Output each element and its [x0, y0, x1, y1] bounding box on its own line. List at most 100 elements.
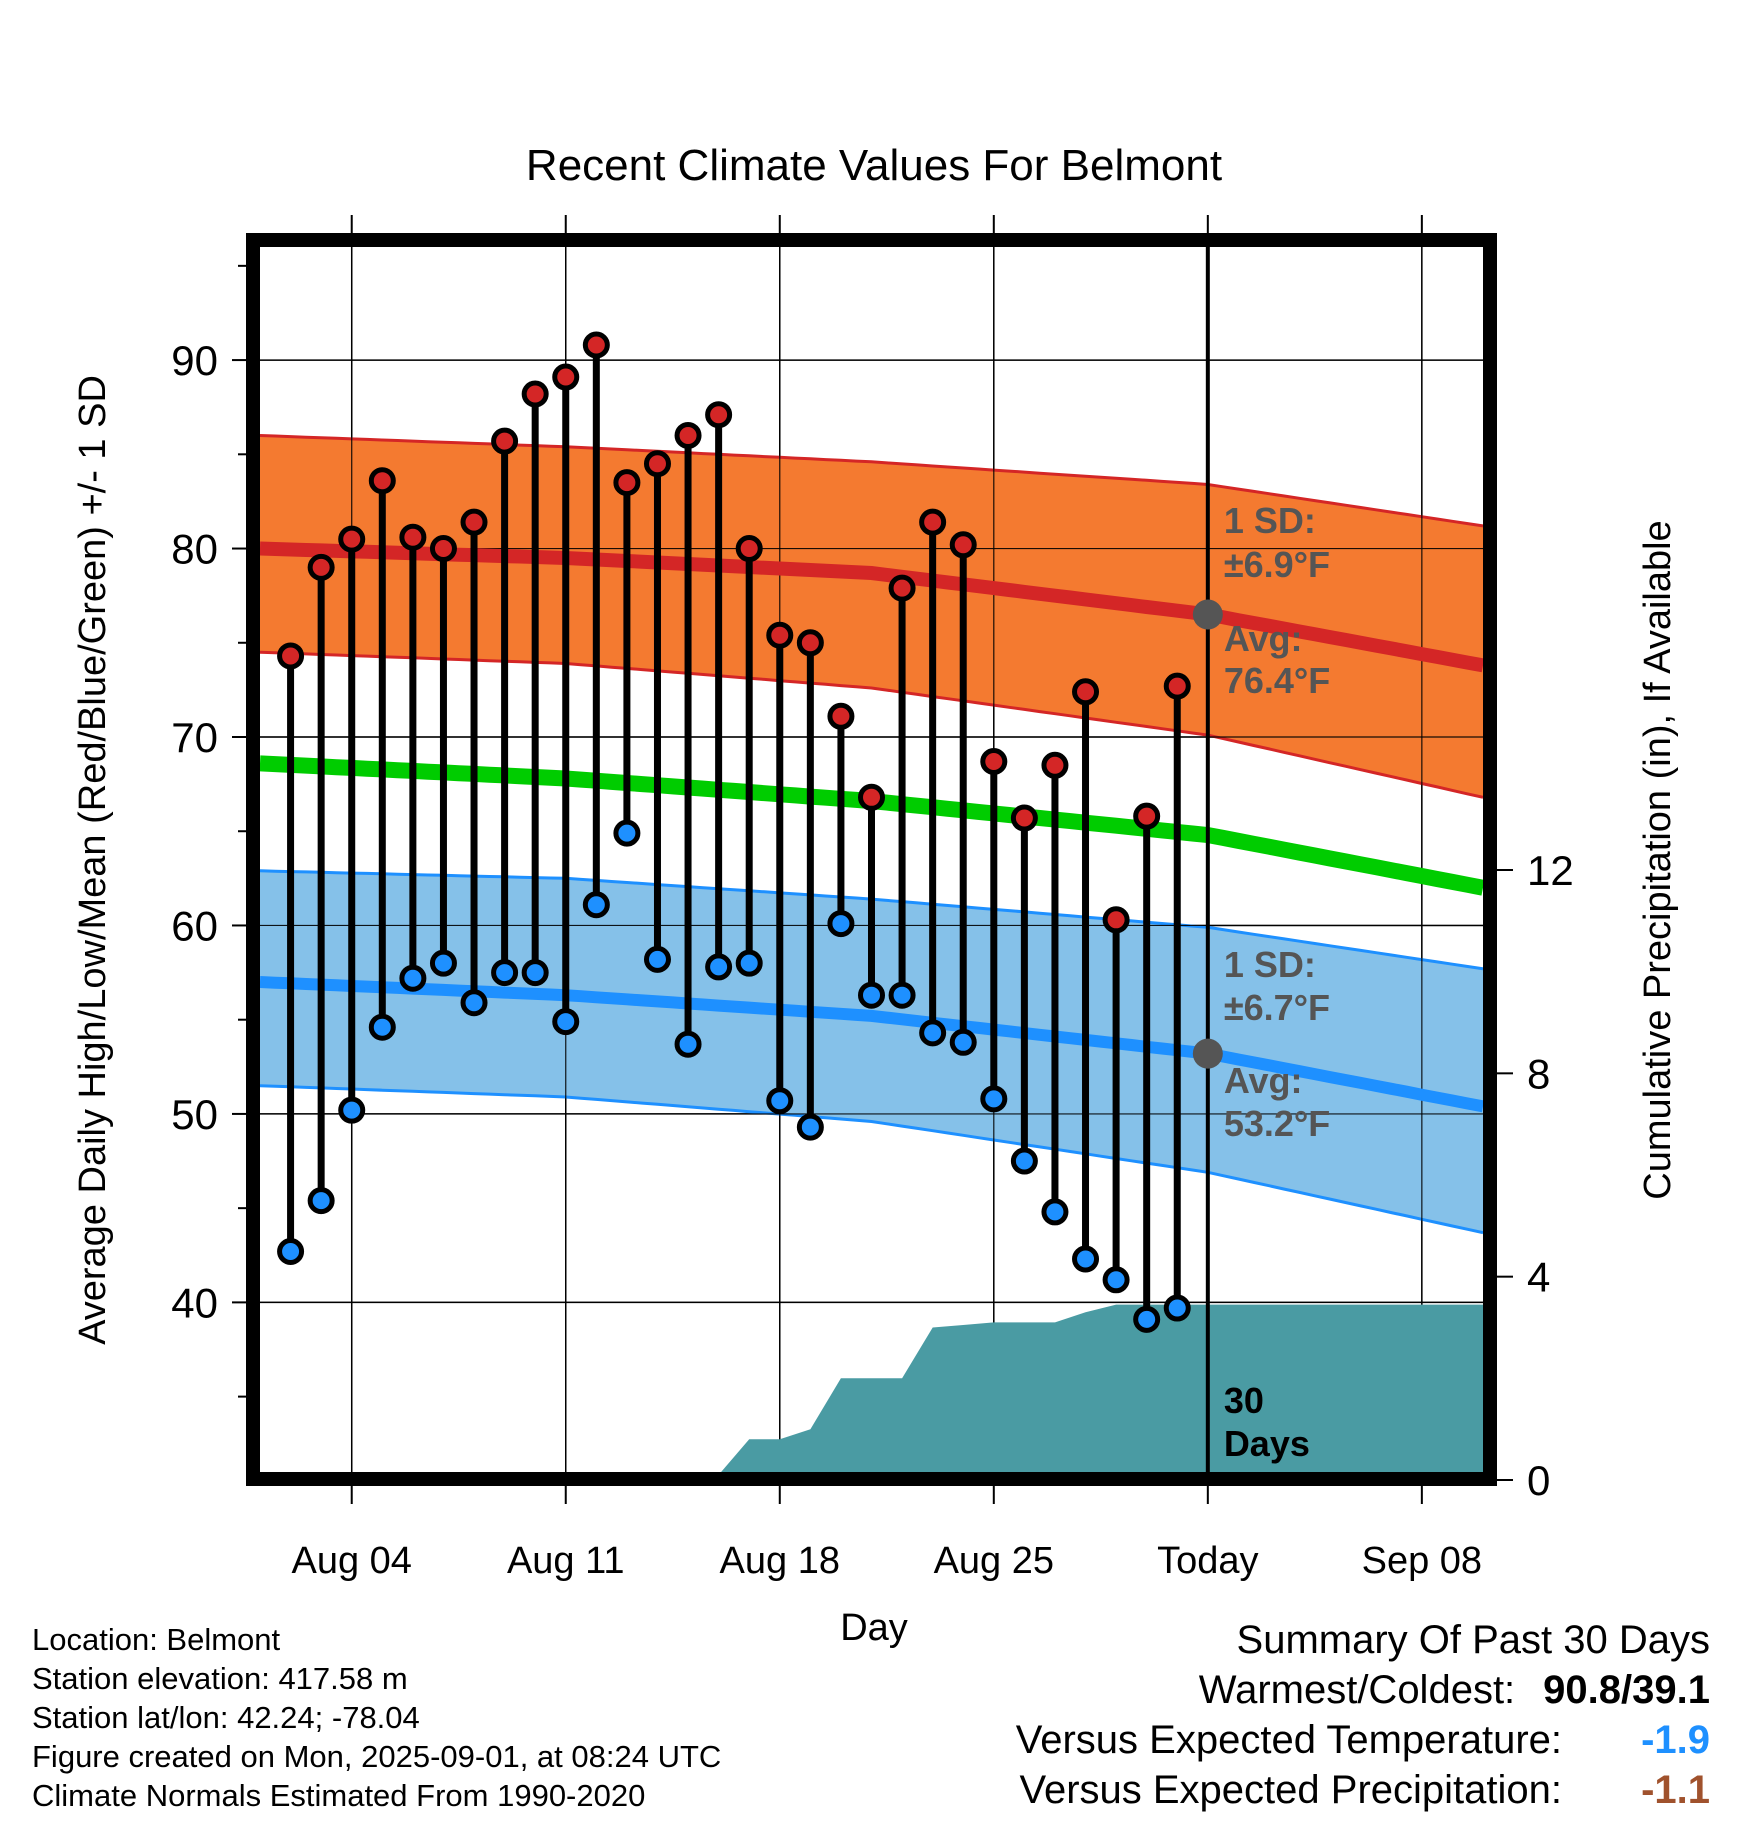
- daily-low-point: [1010, 1147, 1038, 1175]
- precip-label: Versus Expected Precipitation:: [1019, 1768, 1562, 1812]
- y2-axis-label: Cumulative Precipitation (in), If Availa…: [1637, 520, 1679, 1199]
- temp-value: -1.9: [1641, 1718, 1710, 1762]
- daily-low-point: [643, 945, 671, 973]
- daily-low-point: [1163, 1294, 1191, 1322]
- latlon-text: Station lat/lon: 42.24; -78.04: [32, 1700, 420, 1735]
- plot-area: [260, 247, 1483, 1472]
- daily-high-point: [429, 535, 457, 563]
- x-tick-label: Aug 18: [720, 1540, 840, 1582]
- y2-tick-label: 12: [1527, 847, 1574, 894]
- normals-text: Climate Normals Estimated From 1990-2020: [32, 1778, 646, 1813]
- daily-high-point: [338, 525, 366, 553]
- location-text: Location: Belmont: [32, 1622, 281, 1657]
- daily-low-point: [919, 1019, 947, 1047]
- y2-tick-label: 4: [1527, 1254, 1550, 1301]
- daily-high-point: [491, 427, 519, 455]
- daily-high-point: [521, 380, 549, 408]
- daily-low-point: [552, 1008, 580, 1036]
- summary-warmest-row: Warmest/Coldest: 90.8/39.1: [1016, 1665, 1710, 1715]
- warmest-label: Warmest/Coldest:: [1198, 1668, 1516, 1712]
- summary-panel: Summary Of Past 30 Days Warmest/Coldest:…: [1016, 1615, 1710, 1815]
- today-low-avg-marker: [1192, 1038, 1223, 1069]
- x-tick-label: Aug 11: [507, 1540, 625, 1582]
- y-tick-label: 50: [171, 1091, 218, 1138]
- plot-frame: [246, 233, 1497, 1486]
- daily-low-point: [338, 1096, 366, 1124]
- y2-tick-label: 0: [1527, 1457, 1550, 1504]
- precip-area: [721, 1304, 1483, 1472]
- daily-high-point: [1072, 678, 1100, 706]
- daily-high-point: [1102, 906, 1130, 934]
- y-tick-label: 90: [171, 337, 218, 384]
- daily-high-point: [888, 574, 916, 602]
- daily-low-point: [888, 981, 916, 1009]
- daily-low-point: [521, 959, 549, 987]
- low-avg-line: [260, 976, 1483, 1113]
- daily-high-point: [643, 450, 671, 478]
- daily-low-point: [582, 891, 610, 919]
- daily-high-point: [858, 783, 885, 811]
- daily-high-point: [307, 553, 335, 581]
- daily-low-point: [491, 959, 519, 987]
- high-avg-value: 76.4°F: [1224, 660, 1330, 701]
- daily-high-point: [705, 401, 733, 429]
- x-axis-label: Day: [840, 1607, 908, 1649]
- daily-low-point: [368, 1013, 396, 1041]
- daily-low-point: [277, 1238, 305, 1265]
- daily-high-point: [674, 421, 702, 449]
- high-sd-edge: [260, 434, 1483, 528]
- chart-title: Recent Climate Values For Belmont: [526, 141, 1222, 190]
- y-tick-label: 80: [171, 526, 218, 573]
- daily-high-point: [1041, 751, 1069, 779]
- daily-high-point: [399, 523, 427, 551]
- daily-low-point: [827, 910, 855, 938]
- x-tick-label: Aug 25: [934, 1540, 1054, 1582]
- y-tick-label: 70: [171, 714, 218, 761]
- daily-high-point: [368, 467, 396, 495]
- daily-high-point: [277, 642, 305, 670]
- station-info: Location: Belmont Station elevation: 417…: [32, 1620, 721, 1815]
- low-sd-label: 1 SD:: [1224, 944, 1316, 985]
- daily-high-point: [919, 508, 947, 536]
- summary-title: Summary Of Past 30 Days: [1236, 1618, 1710, 1662]
- axes: 40 50 60 70 80 90 0 4 8 12 Aug 04 Aug 11 Aug 18 Aug 2…: [171, 215, 1574, 1582]
- precip-value: -1.1: [1641, 1768, 1710, 1812]
- low-avg-value: 53.2°F: [1224, 1103, 1330, 1144]
- high-avg-label: Avg:: [1224, 618, 1303, 659]
- x-tick-label: Aug 04: [291, 1540, 411, 1582]
- temp-label: Versus Expected Temperature:: [1015, 1718, 1562, 1762]
- precip-days-label: Days: [1224, 1423, 1310, 1464]
- daily-low-point: [307, 1187, 335, 1215]
- daily-high-point: [827, 702, 855, 730]
- daily-high-point: [1010, 804, 1038, 832]
- high-sd-value: ±6.9°F: [1224, 544, 1330, 585]
- daily-high-point: [766, 621, 794, 649]
- summary-precip-row: Versus Expected Precipitation: -1.1: [1016, 1765, 1710, 1815]
- daily-low-point: [980, 1085, 1008, 1113]
- plot-border: [246, 233, 1497, 1486]
- today-high-avg-marker: [1192, 599, 1223, 630]
- daily-high-point: [1133, 802, 1161, 830]
- daily-low-point: [1102, 1266, 1130, 1294]
- daily-high-point: [582, 331, 610, 359]
- low-sd-value: ±6.7°F: [1224, 987, 1330, 1028]
- y-tick-label: 60: [171, 902, 218, 949]
- daily-high-point: [796, 629, 824, 657]
- high-sd-label: 1 SD:: [1224, 500, 1316, 541]
- daily-low-point: [796, 1113, 824, 1141]
- daily-low-point: [613, 819, 641, 847]
- daily-low-point: [1072, 1245, 1100, 1273]
- daily-low-point: [858, 981, 885, 1009]
- daily-high-point: [460, 508, 488, 536]
- daily-low-point: [460, 989, 488, 1017]
- y-axis-label: Average Daily High/Low/Mean (Red/Blue/Gr…: [72, 375, 114, 1345]
- daily-low-point: [399, 964, 427, 992]
- daily-high-point: [949, 531, 977, 559]
- daily-low-point: [949, 1028, 977, 1056]
- high-avg-line: [260, 541, 1483, 673]
- y-tick-label: 40: [171, 1279, 218, 1326]
- daily-high-point: [1163, 672, 1191, 700]
- precip-days-number: 30: [1224, 1380, 1264, 1421]
